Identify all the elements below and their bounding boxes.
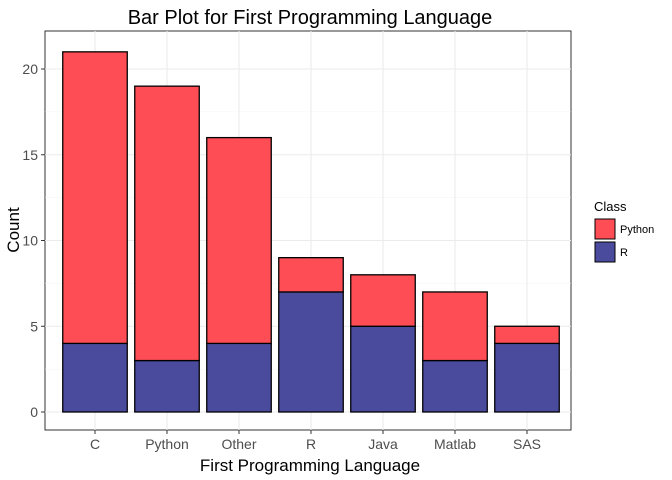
x-axis: C Python Other R Java Matlab SAS: [90, 430, 541, 452]
bar-r-sas: [494, 342, 560, 413]
x-tick-label: Python: [145, 436, 189, 452]
y-tick-label: 10: [22, 233, 38, 249]
bar-python-matlab: [422, 291, 488, 362]
bar-python-c: [62, 51, 128, 345]
x-tick-label: Matlab: [434, 436, 476, 452]
x-tick-label: SAS: [513, 436, 541, 452]
chart-title: Bar Plot for First Programming Language: [128, 7, 493, 29]
legend-label-python: Python: [620, 224, 654, 236]
bar-r-python: [134, 359, 200, 413]
y-tick-label: 15: [22, 147, 38, 163]
bar-r-matlab: [422, 359, 488, 413]
legend-label-r: R: [620, 247, 628, 259]
bar-r-c: [62, 342, 128, 413]
legend-swatch-r: [594, 241, 616, 263]
legend-title: Class: [594, 199, 627, 214]
bars: [62, 51, 560, 413]
bar-r-r: [278, 291, 344, 413]
bar-r-other: [206, 342, 272, 413]
bar-python-r: [278, 256, 344, 293]
bar-python-java: [350, 274, 416, 327]
y-tick-label: 0: [30, 404, 38, 420]
bar-r-java: [350, 325, 416, 413]
legend-swatch-python: [594, 218, 616, 240]
x-tick-label: C: [90, 436, 100, 452]
y-tick-label: 20: [22, 61, 38, 77]
x-tick-label: Other: [221, 436, 256, 452]
bar-python-python: [134, 85, 200, 362]
y-axis-title: Count: [4, 207, 23, 253]
bar-python-sas: [494, 325, 560, 345]
x-tick-label: Java: [368, 436, 398, 452]
legend: Class Python R: [594, 199, 654, 263]
y-axis: 0 5 10 15 20: [22, 61, 45, 420]
bar-python-other: [206, 136, 272, 345]
y-tick-label: 5: [30, 318, 38, 334]
x-axis-title: First Programming Language: [200, 456, 420, 475]
x-tick-label: R: [306, 436, 316, 452]
